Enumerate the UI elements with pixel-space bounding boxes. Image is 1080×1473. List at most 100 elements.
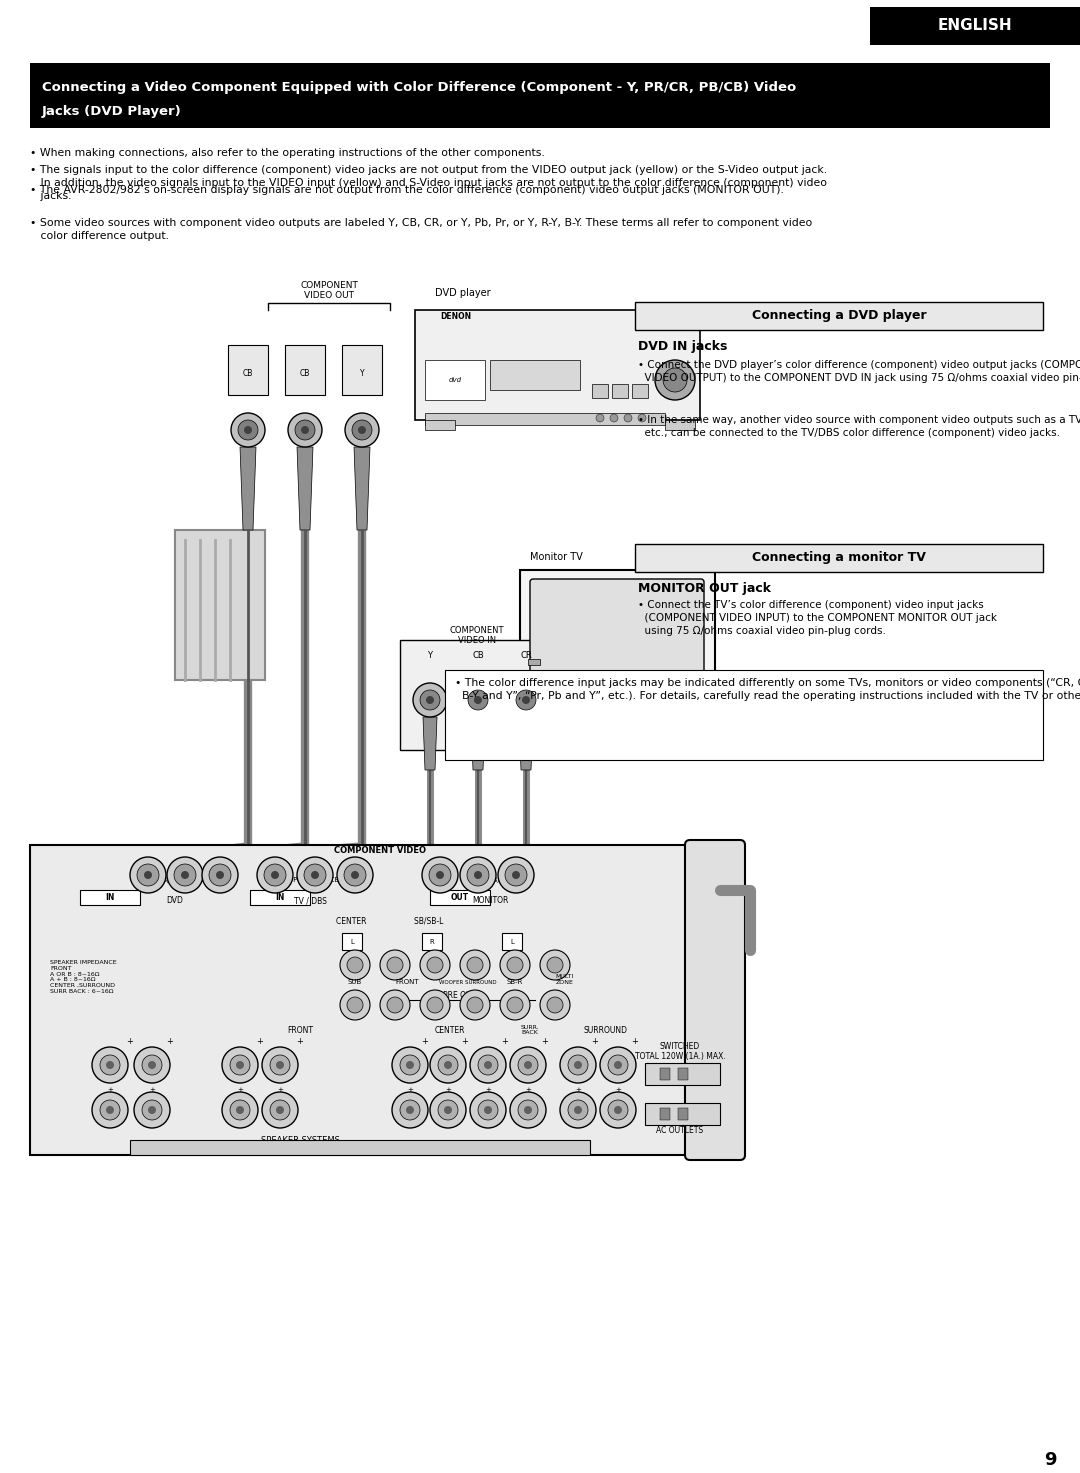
Text: L: L [510,938,514,946]
Circle shape [311,871,319,879]
Circle shape [510,1091,546,1128]
Circle shape [422,857,458,893]
Circle shape [262,1047,298,1083]
Circle shape [276,1061,284,1069]
Bar [342,932,362,950]
Text: +: + [541,1037,549,1046]
Circle shape [420,950,450,980]
Text: IN: IN [275,894,285,903]
Circle shape [257,857,293,893]
Text: • The color difference input jacks may be indicated differently on some TVs, mon: • The color difference input jacks may b… [455,678,1080,701]
Circle shape [516,689,536,710]
Text: +: + [297,1037,303,1046]
Circle shape [392,1047,428,1083]
Text: Monitor TV: Monitor TV [530,552,583,563]
Text: • In the same way, another video source with component video outputs such as a T: • In the same way, another video source … [638,415,1080,437]
Text: +: + [632,1037,638,1046]
Text: WOOFER SURROUND: WOOFER SURROUND [440,980,497,985]
Text: 9: 9 [1043,1451,1056,1469]
Text: • Some video sources with component video outputs are labeled Y, CB, CR, or Y, P: • Some video sources with component vide… [30,218,812,242]
Circle shape [106,1106,114,1114]
Circle shape [518,1055,538,1075]
Bar [175,530,265,681]
Circle shape [484,1106,492,1114]
Circle shape [467,997,483,1013]
Bar [528,658,540,664]
Text: DVD: DVD [166,896,184,904]
Circle shape [244,426,252,435]
Bar [575,700,660,710]
Circle shape [230,1055,249,1075]
Circle shape [130,857,166,893]
Bar [426,412,665,426]
Circle shape [470,1047,507,1083]
Circle shape [271,871,279,879]
Text: Y: Y [360,368,364,377]
Circle shape [392,1091,428,1128]
Text: ENGLISH: ENGLISH [937,19,1012,34]
Bar [426,420,455,430]
Circle shape [137,865,159,885]
Text: +: + [126,1037,134,1046]
Bar [645,1103,720,1125]
Text: SPEAKER SYSTEMS: SPEAKER SYSTEMS [260,1136,339,1145]
FancyBboxPatch shape [635,302,1043,330]
Circle shape [303,865,326,885]
Circle shape [460,950,490,980]
Circle shape [270,1100,291,1119]
Circle shape [524,1106,532,1114]
Circle shape [573,1106,582,1114]
Circle shape [663,368,687,392]
Bar [502,932,522,950]
Text: +: + [278,1087,283,1093]
Text: SPEAKER IMPEDANCE
FRONT
A OR B : 8~16Ω
A + B : 8~16Ω
CENTER ,SURROUND
SURR BACK : SPEAKER IMPEDANCE FRONT A OR B : 8~16Ω A… [50,960,117,994]
Text: TV / DBS: TV / DBS [294,896,326,904]
Circle shape [510,1047,546,1083]
Circle shape [238,420,258,440]
Circle shape [167,857,203,893]
Bar [678,1108,688,1119]
Text: +: + [592,1037,598,1046]
Circle shape [608,1100,627,1119]
Circle shape [270,1055,291,1075]
Text: MULTI
ZONE: MULTI ZONE [556,974,575,985]
Polygon shape [297,446,313,530]
Text: Jacks (DVD Player): Jacks (DVD Player) [42,106,181,118]
Circle shape [420,990,450,1019]
Text: SURROUND: SURROUND [583,1027,627,1036]
Circle shape [340,990,370,1019]
Polygon shape [423,717,437,770]
Text: +: + [257,1037,264,1046]
Circle shape [518,1100,538,1119]
Text: CB: CB [243,368,253,377]
Text: R: R [430,938,434,946]
Circle shape [351,871,359,879]
Circle shape [474,697,482,704]
Circle shape [524,1061,532,1069]
Text: Y    PB/CB  PB/CB: Y PB/CB PB/CB [450,876,510,882]
Bar [519,570,715,700]
Circle shape [568,1055,588,1075]
Circle shape [216,871,224,879]
Circle shape [436,871,444,879]
Bar [632,384,648,398]
Polygon shape [354,446,370,530]
Text: FRONT: FRONT [287,1027,313,1036]
Circle shape [467,865,489,885]
Circle shape [546,997,563,1013]
Circle shape [430,1047,465,1083]
Text: FRONT: FRONT [395,980,419,985]
Circle shape [141,1100,162,1119]
Bar [422,932,442,950]
Bar [660,1108,670,1119]
Circle shape [470,1091,507,1128]
Circle shape [222,1091,258,1128]
Text: +: + [149,1087,154,1093]
Text: SUB: SUB [348,980,362,985]
Text: +: + [166,1037,174,1046]
Circle shape [461,683,495,717]
Circle shape [430,1091,465,1128]
Circle shape [638,414,646,421]
Circle shape [478,1100,498,1119]
Text: Y    PB/CB  PB/CB: Y PB/CB PB/CB [146,876,204,882]
